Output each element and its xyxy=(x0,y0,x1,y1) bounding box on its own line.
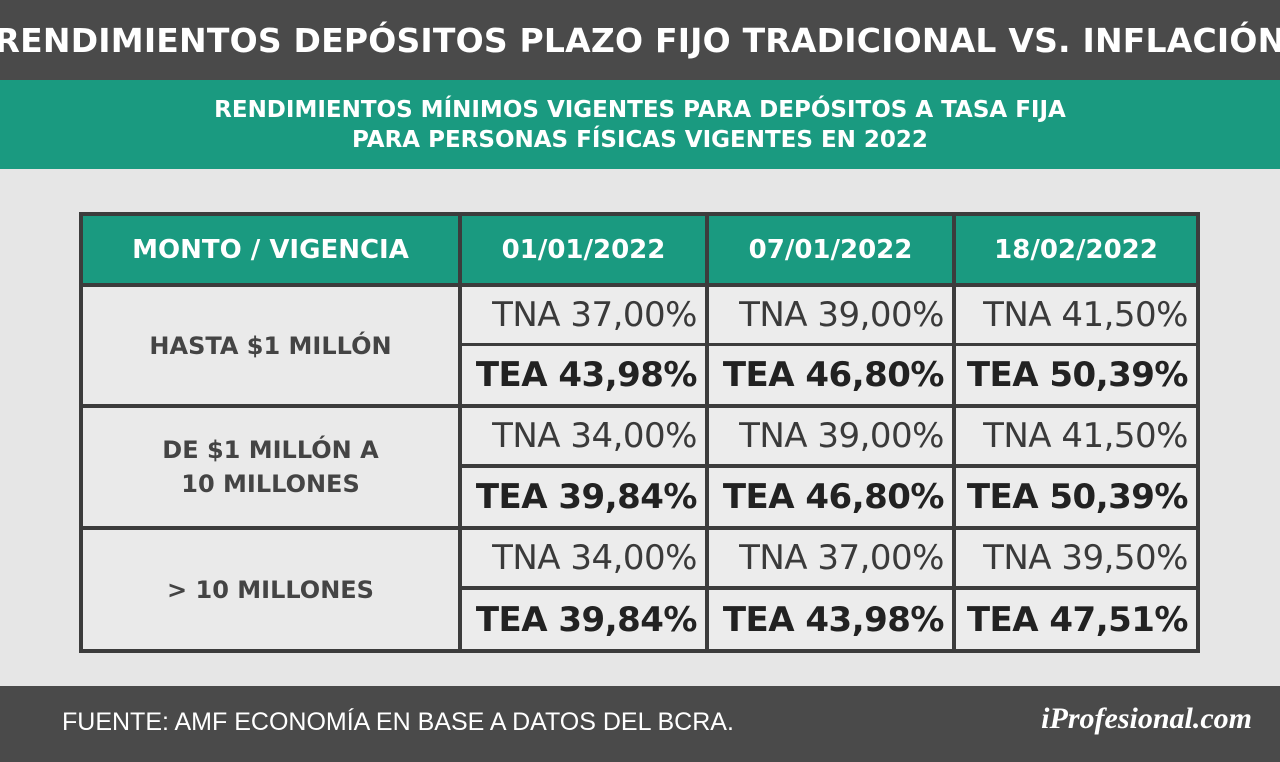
row-label-text: 10 MILLONES xyxy=(181,470,360,498)
tna-cell: TNA 41,50% xyxy=(956,408,1196,464)
tna-cell: TNA 39,00% xyxy=(709,287,952,343)
tea-cell: TEA 47,51% xyxy=(956,590,1196,649)
tna-cell: TNA 37,00% xyxy=(462,287,705,343)
row-label-text: > 10 MILLONES xyxy=(167,575,374,604)
tea-cell: TEA 43,98% xyxy=(709,590,952,649)
title-bar: RENDIMIENTOS DEPÓSITOS PLAZO FIJO TRADIC… xyxy=(0,0,1280,80)
subtitle-line-2: PARA PERSONAS FÍSICAS VIGENTES EN 2022 xyxy=(352,126,928,153)
subtitle-line-1: RENDIMIENTOS MÍNIMOS VIGENTES PARA DEPÓS… xyxy=(214,96,1066,123)
tna-cell: TNA 37,00% xyxy=(709,530,952,586)
row-label-hasta-1-millon: HASTA $1 MILLÓN xyxy=(83,287,458,404)
header-monto-vigencia: MONTO / VIGENCIA xyxy=(83,216,458,283)
tea-cell: TEA 39,84% xyxy=(462,590,705,649)
tea-cell: TEA 43,98% xyxy=(462,346,705,404)
page-title: RENDIMIENTOS DEPÓSITOS PLAZO FIJO TRADIC… xyxy=(0,20,1280,60)
row-label-1-a-10-millones: DE $1 MILLÓN A 10 MILLONES xyxy=(83,408,458,526)
tna-cell: TNA 39,00% xyxy=(709,408,952,464)
header-date-1: 01/01/2022 xyxy=(462,216,705,283)
tna-cell: TNA 39,50% xyxy=(956,530,1196,586)
header-date-2: 07/01/2022 xyxy=(709,216,952,283)
tea-cell: TEA 46,80% xyxy=(709,346,952,404)
rates-table: MONTO / VIGENCIA 01/01/2022 07/01/2022 1… xyxy=(79,212,1200,653)
tna-cell: TNA 34,00% xyxy=(462,408,705,464)
footer-bar: FUENTE: AMF ECONOMÍA EN BASE A DATOS DEL… xyxy=(0,686,1280,762)
iprofesional-logo: iProfesional.com xyxy=(1041,702,1252,735)
row-label-mas-10-millones: > 10 MILLONES xyxy=(83,530,458,649)
header-date-3: 18/02/2022 xyxy=(956,216,1196,283)
tea-cell: TEA 50,39% xyxy=(956,346,1196,404)
subtitle-bar: RENDIMIENTOS MÍNIMOS VIGENTES PARA DEPÓS… xyxy=(0,80,1280,169)
tea-cell: TEA 50,39% xyxy=(956,468,1196,526)
tna-cell: TNA 34,00% xyxy=(462,530,705,586)
tna-cell: TNA 41,50% xyxy=(956,287,1196,343)
row-label-text: DE $1 MILLÓN A xyxy=(162,436,379,464)
source-note: FUENTE: AMF ECONOMÍA EN BASE A DATOS DEL… xyxy=(62,708,734,736)
tea-cell: TEA 39,84% xyxy=(462,468,705,526)
row-label-text: HASTA $1 MILLÓN xyxy=(149,331,392,360)
tea-cell: TEA 46,80% xyxy=(709,468,952,526)
